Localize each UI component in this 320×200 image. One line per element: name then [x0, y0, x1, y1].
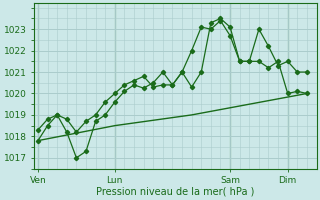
X-axis label: Pression niveau de la mer( hPa ): Pression niveau de la mer( hPa ) [96, 187, 254, 197]
